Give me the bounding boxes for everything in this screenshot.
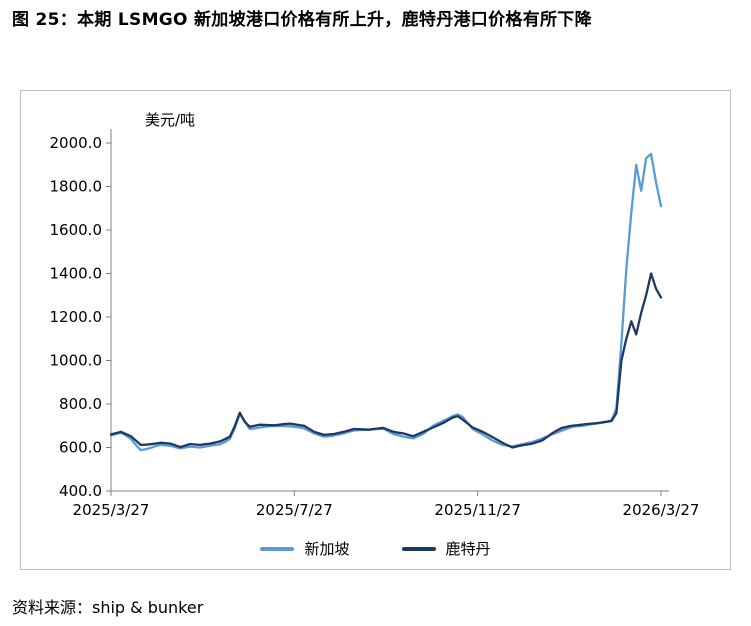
x-tick-label: 2025/7/27	[256, 501, 333, 519]
y-tick-label: 800.0	[59, 395, 102, 413]
series-line-0	[109, 152, 663, 452]
y-tick-label: 1800.0	[50, 178, 103, 196]
y-tick-label: 400.0	[59, 482, 102, 500]
chart-container: 2000.0 1800.0 1600.0 1400.0 1200.0 1000.0 800.…	[20, 90, 731, 570]
legend-label-singapore: 新加坡	[304, 540, 350, 558]
chart-legend: 新加坡 鹿特丹	[21, 538, 730, 559]
figure-title: 图 25：本期 LSMGO 新加坡港口价格有所上升，鹿特丹港口价格有所下降	[12, 10, 592, 30]
rotterdam-line-swatch	[401, 546, 436, 551]
price-line-chart: 2000.0 1800.0 1600.0 1400.0 1200.0 1000.0 800.…	[50, 129, 700, 519]
series-line-1	[109, 272, 663, 449]
singapore-line-swatch	[260, 546, 295, 551]
legend-label-rotterdam: 鹿特丹	[445, 540, 491, 558]
y-tick-label: 2000.0	[50, 134, 103, 152]
y-tick-label: 1200.0	[50, 308, 103, 326]
legend-item-rotterdam: 鹿特丹	[401, 538, 491, 559]
x-tick-label: 2025/11/27	[434, 501, 520, 519]
legend-item-singapore: 新加坡	[260, 538, 350, 559]
y-tick-label: 1400.0	[50, 265, 103, 283]
x-tick-label: 2026/3/27	[623, 501, 700, 519]
y-tick-label: 1000.0	[50, 352, 103, 370]
x-tick-label: 2025/3/27	[73, 501, 150, 519]
source-note: 资料来源：ship & bunker	[12, 598, 204, 617]
y-tick-label: 1600.0	[50, 221, 103, 239]
y-axis-unit-label: 美元/吨	[145, 111, 196, 129]
y-tick-label: 600.0	[59, 439, 102, 457]
